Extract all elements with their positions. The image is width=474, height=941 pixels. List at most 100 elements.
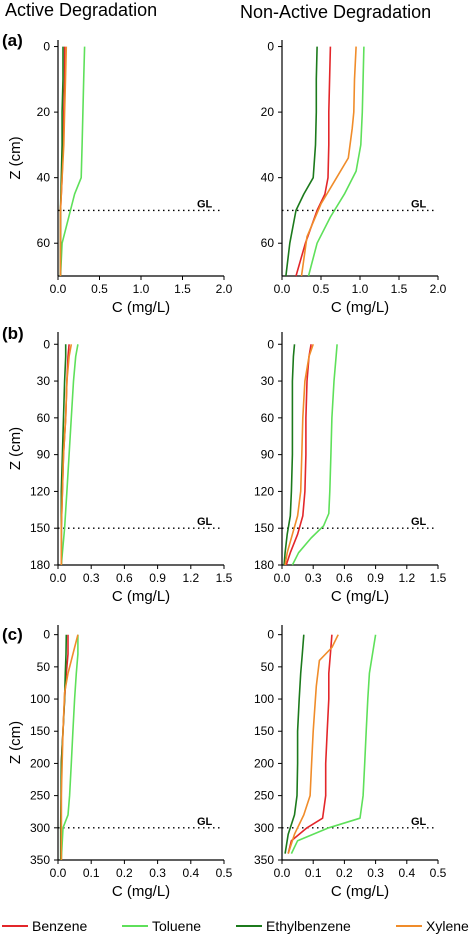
legend-label-benzene: Benzene [32, 918, 87, 934]
y-tick-label: 50 [261, 660, 275, 674]
x-tick-label: 0.0 [50, 282, 67, 296]
y-axis-label: Z (cm) [7, 136, 24, 179]
chart-panel-1: 0 20 40 60 0.0 0.5 1.0 1.5 2.0 C (mg/L) GL [261, 40, 447, 316]
series-line-benzene [287, 634, 333, 854]
y-tick-label: 0 [267, 337, 274, 351]
x-tick-label: 0.2 [116, 866, 133, 880]
x-axis-label: C (mg/L) [112, 299, 170, 316]
y-tick-label: 250 [254, 789, 274, 803]
y-tick-label: 90 [261, 448, 275, 462]
x-tick-label: 0.2 [336, 866, 353, 880]
y-tick-label: 150 [254, 724, 274, 738]
series-line-xylene [300, 46, 357, 277]
x-tick-label: 0.9 [367, 571, 384, 585]
x-tick-label: 2.0 [430, 282, 447, 296]
series-line-ethylbenzene [284, 634, 305, 854]
x-tick-label: 0.6 [336, 571, 353, 585]
y-tick-label: 100 [254, 692, 274, 706]
y-axis-label: Z (cm) [7, 721, 24, 764]
series-line-toluene [60, 344, 79, 566]
legend-label-toluene: Toluene [152, 918, 201, 934]
x-tick-label: 1.5 [216, 571, 233, 585]
x-axis-label: C (mg/L) [331, 588, 389, 605]
series-line-xylene [284, 344, 314, 566]
y-tick-label: 90 [37, 448, 51, 462]
y-tick-label: 0 [267, 40, 274, 54]
x-tick-label: 1.5 [430, 571, 447, 585]
y-tick-label: 300 [30, 821, 50, 835]
x-tick-label: 0.5 [91, 282, 108, 296]
series-line-ethylbenzene [285, 46, 318, 277]
ground-level-label: GL [411, 816, 427, 828]
y-tick-label: 120 [254, 484, 274, 498]
x-tick-label: 0.1 [83, 866, 100, 880]
y-tick-label: 350 [30, 853, 50, 867]
x-tick-label: 0.1 [305, 866, 322, 880]
y-tick-label: 180 [254, 558, 274, 572]
y-tick-label: 60 [261, 411, 275, 425]
y-tick-label: 60 [261, 236, 275, 250]
ground-level-label: GL [411, 198, 427, 210]
x-tick-label: 0.6 [116, 571, 133, 585]
panel-label: (b) [2, 324, 24, 343]
series-line-toluene [60, 634, 79, 861]
x-tick-label: 1.5 [174, 282, 191, 296]
y-tick-label: 20 [261, 105, 275, 119]
series-line-toluene [290, 634, 377, 854]
y-tick-label: 200 [254, 756, 274, 770]
y-tick-label: 50 [37, 660, 51, 674]
ground-level-label: GL [197, 198, 213, 210]
column-title-active: Active Degradation [5, 0, 157, 20]
x-tick-label: 0.5 [430, 866, 447, 880]
legend: Benzene Toluene Ethylbenzene Xylene [2, 918, 469, 934]
series-line-ethylbenzene [283, 344, 296, 566]
x-tick-label: 0.3 [83, 571, 100, 585]
y-tick-label: 60 [37, 411, 51, 425]
x-tick-label: 0.5 [216, 866, 233, 880]
y-tick-label: 40 [261, 171, 275, 185]
y-tick-label: 100 [30, 692, 50, 706]
x-tick-label: 0.3 [367, 866, 384, 880]
x-tick-label: 0.4 [398, 866, 415, 880]
series-line-xylene [60, 344, 73, 565]
series-line-toluene [307, 46, 365, 277]
x-tick-label: 0.0 [274, 282, 291, 296]
series-line-toluene [291, 344, 338, 566]
y-tick-label: 150 [254, 521, 274, 535]
legend-label-ethylbenzene: Ethylbenzene [266, 918, 351, 934]
series-line-xylene [60, 634, 79, 860]
x-axis-label: C (mg/L) [331, 883, 389, 900]
panel-label: (a) [2, 31, 23, 50]
y-tick-label: 150 [30, 521, 50, 535]
ground-level-label: GL [197, 516, 213, 528]
x-tick-label: 2.0 [216, 282, 233, 296]
y-tick-label: 180 [30, 558, 50, 572]
y-tick-label: 300 [254, 821, 274, 835]
legend-label-xylene: Xylene [426, 918, 469, 934]
y-tick-label: 30 [37, 374, 51, 388]
series-line-xylene [287, 634, 339, 854]
ground-level-label: GL [197, 816, 213, 828]
x-tick-label: 0.3 [305, 571, 322, 585]
panels-group: 0 20 40 60 0.0 0.5 1.0 1.5 2.0 C (mg/L) Z (cm) (a) G… [2, 31, 447, 900]
x-tick-label: 0.0 [50, 866, 67, 880]
y-tick-label: 200 [30, 756, 50, 770]
panel-label: (c) [2, 625, 23, 644]
x-axis-label: C (mg/L) [112, 883, 170, 900]
x-axis-label: C (mg/L) [331, 299, 389, 316]
y-tick-label: 0 [43, 40, 50, 54]
series-line-benzene [295, 46, 332, 277]
column-title-nonactive: Non-Active Degradation [240, 2, 431, 22]
x-tick-label: 0.0 [274, 571, 291, 585]
series-line-xylene [59, 46, 68, 276]
y-tick-label: 350 [254, 853, 274, 867]
x-tick-label: 0.5 [313, 282, 330, 296]
y-tick-label: 0 [43, 337, 50, 351]
x-tick-label: 0.4 [182, 866, 199, 880]
ground-level-label: GL [411, 516, 427, 528]
